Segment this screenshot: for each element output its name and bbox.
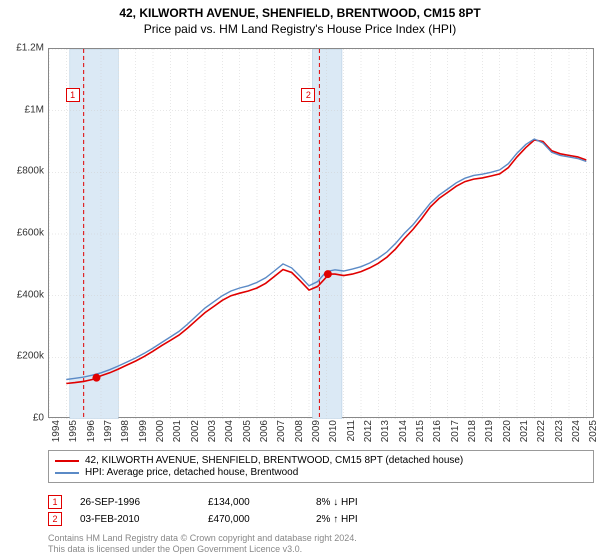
x-tick-label: 2002 — [190, 420, 201, 442]
y-tick-label: £1M — [25, 104, 44, 115]
x-tick-label: 2014 — [398, 420, 409, 442]
x-tick-label: 1996 — [86, 420, 97, 442]
sale-date: 26-SEP-1996 — [80, 497, 190, 508]
x-tick-label: 2019 — [484, 420, 495, 442]
x-tick-label: 2017 — [450, 420, 461, 442]
y-tick-label: £400k — [17, 289, 44, 300]
x-tick-label: 2003 — [207, 420, 218, 442]
x-tick-label: 2015 — [415, 420, 426, 442]
footer-line1: Contains HM Land Registry data © Crown c… — [48, 533, 357, 545]
chart-svg — [49, 49, 595, 419]
x-tick-label: 1997 — [103, 420, 114, 442]
sale-price: £470,000 — [208, 514, 298, 525]
x-tick-label: 2004 — [224, 420, 235, 442]
y-tick-label: £200k — [17, 351, 44, 362]
chart-title-block: 42, KILWORTH AVENUE, SHENFIELD, BRENTWOO… — [0, 0, 600, 36]
y-tick-label: £1.2M — [16, 43, 44, 54]
x-tick-label: 2022 — [536, 420, 547, 442]
footer-attribution: Contains HM Land Registry data © Crown c… — [48, 533, 357, 556]
sale-row: 1 26-SEP-1996 £134,000 8% ↓ HPI — [48, 495, 358, 509]
x-tick-label: 1994 — [51, 420, 62, 442]
sale-date: 03-FEB-2010 — [80, 514, 190, 525]
x-tick-label: 1998 — [120, 420, 131, 442]
x-tick-label: 2009 — [311, 420, 322, 442]
x-tick-label: 1999 — [138, 420, 149, 442]
sale-marker-icon: 2 — [48, 512, 62, 526]
x-tick-label: 2008 — [294, 420, 305, 442]
sale-point — [92, 374, 100, 382]
x-tick-label: 2010 — [328, 420, 339, 442]
sale-delta: 8% ↓ HPI — [316, 497, 358, 508]
chart-subtitle: Price paid vs. HM Land Registry's House … — [0, 22, 600, 36]
x-tick-label: 2020 — [502, 420, 513, 442]
x-tick-label: 2005 — [242, 420, 253, 442]
legend-box: 42, KILWORTH AVENUE, SHENFIELD, BRENTWOO… — [48, 450, 594, 483]
legend-label: HPI: Average price, detached house, Bren… — [85, 467, 298, 478]
footer-line2: This data is licensed under the Open Gov… — [48, 544, 357, 556]
x-tick-label: 2001 — [172, 420, 183, 442]
sale-row: 2 03-FEB-2010 £470,000 2% ↑ HPI — [48, 512, 358, 526]
sale-point — [324, 270, 332, 278]
legend-item: HPI: Average price, detached house, Bren… — [55, 467, 587, 478]
x-tick-label: 2007 — [276, 420, 287, 442]
legend-item: 42, KILWORTH AVENUE, SHENFIELD, BRENTWOO… — [55, 455, 587, 466]
x-tick-label: 2025 — [588, 420, 599, 442]
chart-plot-area: 12 — [48, 48, 594, 418]
x-tick-label: 2023 — [554, 420, 565, 442]
y-tick-label: £800k — [17, 166, 44, 177]
sale-delta: 2% ↑ HPI — [316, 514, 358, 525]
x-tick-label: 2024 — [571, 420, 582, 442]
x-tick-label: 2000 — [155, 420, 166, 442]
sale-marker-icon: 1 — [48, 495, 62, 509]
legend-swatch — [55, 460, 79, 462]
sale-marker-label: 1 — [66, 88, 80, 102]
x-tick-label: 1995 — [68, 420, 79, 442]
x-tick-label: 2012 — [363, 420, 374, 442]
x-tick-label: 2021 — [519, 420, 530, 442]
chart-title: 42, KILWORTH AVENUE, SHENFIELD, BRENTWOO… — [0, 6, 600, 20]
x-tick-label: 2018 — [467, 420, 478, 442]
sale-price: £134,000 — [208, 497, 298, 508]
legend-swatch — [55, 472, 79, 474]
x-tick-label: 2006 — [259, 420, 270, 442]
x-tick-label: 2011 — [346, 420, 357, 442]
y-tick-label: £600k — [17, 228, 44, 239]
legend-label: 42, KILWORTH AVENUE, SHENFIELD, BRENTWOO… — [85, 455, 463, 466]
x-tick-label: 2016 — [432, 420, 443, 442]
x-tick-label: 2013 — [380, 420, 391, 442]
sale-marker-label: 2 — [301, 88, 315, 102]
y-tick-label: £0 — [33, 413, 44, 424]
sales-table: 1 26-SEP-1996 £134,000 8% ↓ HPI 2 03-FEB-2010… — [48, 492, 358, 529]
